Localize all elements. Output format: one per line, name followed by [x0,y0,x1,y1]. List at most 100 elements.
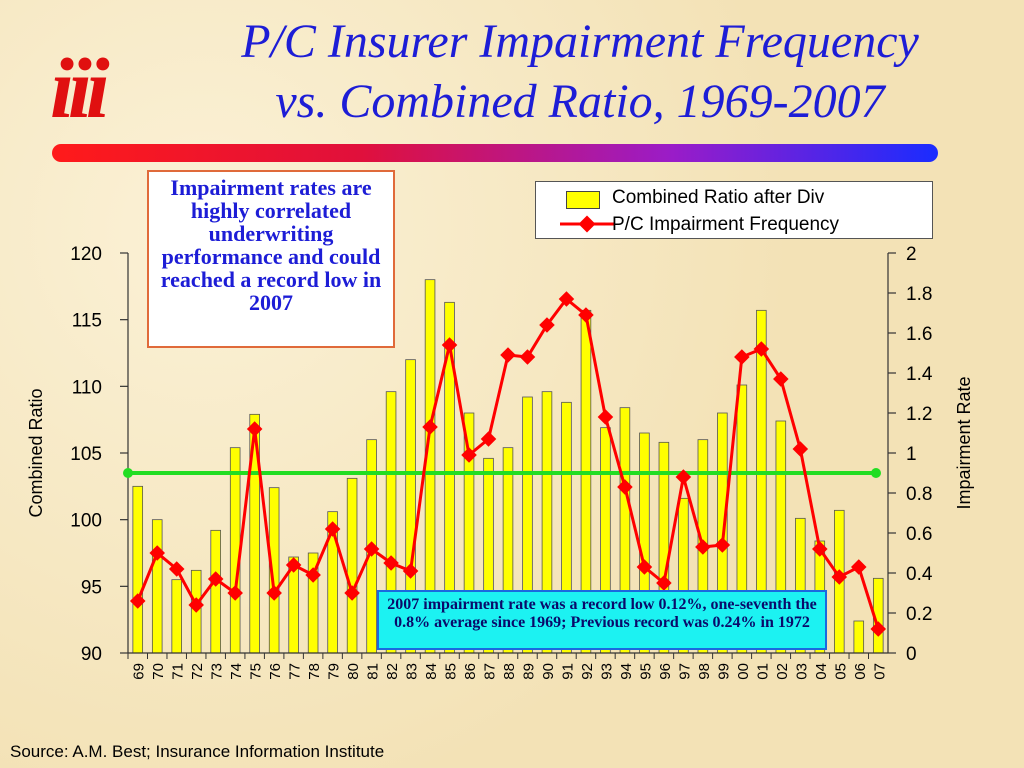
left-tick-label: 105 [70,444,102,465]
left-tick-label: 100 [70,511,102,532]
impairment-point-93 [597,409,614,425]
impairment-point-69 [129,593,146,609]
impairment-point-04 [812,541,828,557]
bar-71 [171,579,182,654]
right-axis-title: Impairment Rate [954,376,974,509]
left-tick-label: 110 [72,377,102,398]
x-tick-label: 93 [598,663,615,680]
legend-bar-label: Combined Ratio after Div [612,187,825,208]
right-tick-label: 1.6 [906,324,932,345]
bar-06 [853,620,865,654]
source-text: Source: A.M. Best; Insurance Information… [10,742,385,761]
right-tick-label: 2 [906,244,917,265]
chart-legend: Combined Ratio after Div P/C Impairment … [535,181,933,239]
x-tick-label: 78 [306,663,323,680]
x-tick-label: 88 [501,663,518,680]
impairment-point-88 [500,347,516,363]
impairment-point-80 [344,585,360,601]
x-tick-label: 79 [326,663,343,680]
impairment-point-03 [792,441,809,457]
x-tick-label: 70 [150,663,167,680]
impairment-point-73 [207,571,224,587]
impairment-point-78 [305,567,321,583]
impairment-point-84 [422,419,438,435]
x-tick-label: 05 [832,663,849,680]
impairment-point-83 [402,563,419,579]
impairment-point-94 [617,479,633,495]
average-line-start [123,468,133,478]
impairment-point-72 [188,597,204,613]
x-tick-label: 77 [287,663,304,680]
title-line-2: vs. Combined Ratio, 1969-2007 [275,75,885,128]
title-line-1: P/C Insurer Impairment Frequency [241,15,919,68]
x-tick-label: 94 [618,663,635,680]
x-tick-label: 86 [462,663,479,680]
x-tick-label: 89 [520,663,537,680]
x-tick-label: 99 [715,663,732,680]
x-tick-label: 92 [579,663,596,680]
x-tick-label: 82 [384,663,401,680]
impairment-point-96 [656,575,672,591]
x-tick-label: 97 [676,663,693,680]
callout-box: Impairment rates are highly correlated u… [147,170,395,348]
left-tick-label: 95 [81,577,102,598]
legend-bar-swatch [566,191,600,209]
left-axis-title: Combined Ratio [26,388,46,517]
impairment-point-74 [227,585,243,601]
right-tick-label: 1.4 [906,364,933,385]
bar-70 [151,519,163,654]
left-tick-label: 115 [72,311,102,332]
bar-74 [229,447,241,654]
iii-logo: iii [50,40,110,136]
x-tick-label: 72 [189,663,206,680]
x-tick-label: 73 [209,663,226,680]
right-tick-label: 0 [906,644,917,665]
x-tick-label: 90 [540,663,557,680]
right-tick-label: 1.8 [906,284,932,305]
average-line-end [871,468,881,478]
impairment-point-00 [734,349,750,365]
x-tick-label: 95 [637,663,654,680]
impairment-point-71 [168,561,185,577]
impairment-point-75 [246,421,263,437]
x-tick-label: 75 [248,663,265,680]
x-tick-label: 71 [170,663,187,680]
x-tick-label: 96 [657,663,674,680]
x-tick-label: 01 [754,663,771,680]
impairment-point-07 [870,621,887,637]
x-tick-label: 04 [813,663,830,680]
impairment-point-98 [695,539,711,555]
impairment-point-79 [324,521,341,537]
right-tick-label: 0.2 [906,604,932,625]
right-tick-label: 0.4 [906,564,933,585]
x-tick-label: 81 [365,663,382,680]
x-tick-label: 74 [228,663,245,680]
x-tick-label: 84 [423,663,440,680]
x-tick-label: 03 [793,663,810,680]
chart-title: P/C Insurer Impairment Frequency vs. Com… [150,12,1010,132]
x-tick-label: 87 [482,663,499,680]
right-tick-label: 1.2 [906,404,932,425]
left-tick-label: 90 [81,644,102,665]
impairment-point-99 [714,537,731,553]
legend-line-label: P/C Impairment Frequency [612,214,840,235]
impairment-point-95 [636,559,653,575]
record-low-note: 2007 impairment rate was a record low 0.… [377,590,827,650]
left-tick-label: 120 [70,244,102,265]
x-tick-label: 83 [404,663,421,680]
impairment-point-05 [831,569,848,585]
x-tick-label: 02 [774,663,791,680]
right-tick-label: 1 [906,444,917,465]
impairment-point-02 [773,371,789,387]
x-tick-label: 85 [443,663,460,680]
impairment-point-70 [149,545,166,561]
bar-80 [346,477,358,654]
x-tick-label: 76 [267,663,284,680]
x-tick-label: 07 [871,663,888,680]
title-divider [52,144,938,162]
right-tick-label: 0.8 [906,484,932,505]
impairment-point-89 [519,349,536,365]
x-tick-label: 69 [131,663,148,680]
impairment-point-85 [441,337,458,353]
